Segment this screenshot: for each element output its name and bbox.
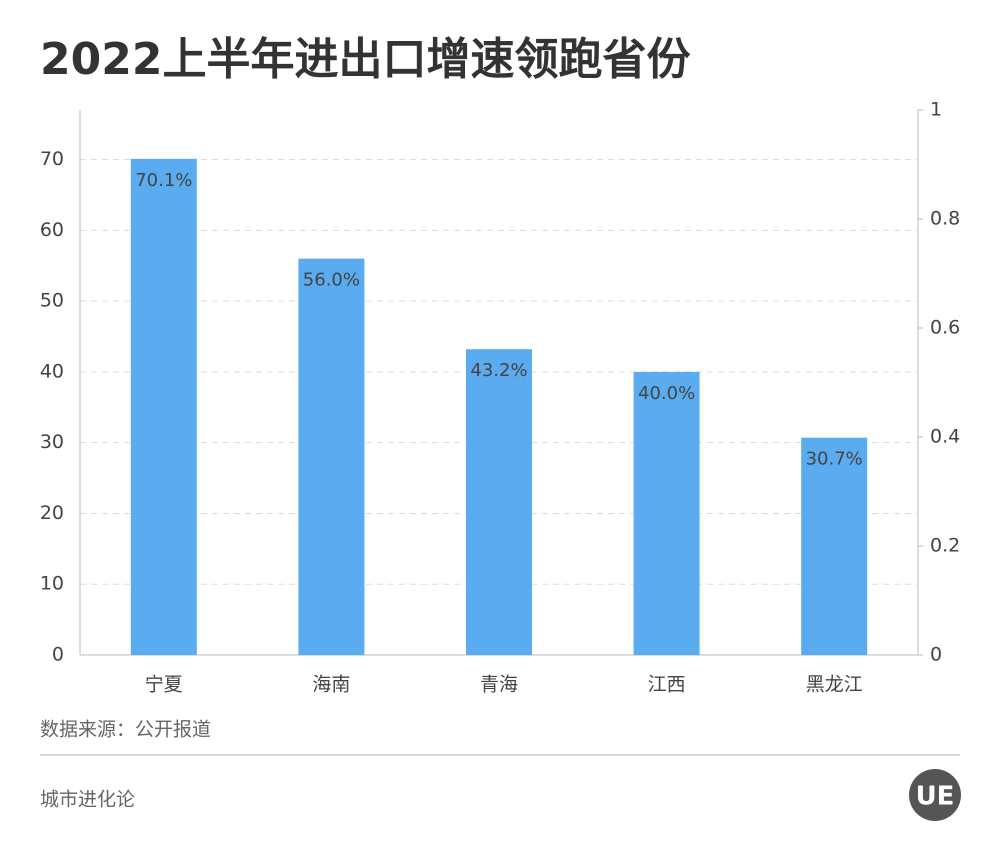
- bar: [466, 349, 532, 655]
- x-tick-label: 江西: [648, 674, 686, 696]
- data-label: 30.7%: [806, 449, 863, 470]
- bar: [801, 437, 868, 655]
- chart-title: 2022上半年进出口增速领跑省份: [40, 34, 690, 85]
- bar: [633, 371, 700, 655]
- logo: UE: [916, 782, 955, 812]
- y2-tick-label: 0.2: [930, 535, 960, 557]
- x-tick-label: 宁夏: [145, 674, 183, 696]
- y-tick-label: 30: [40, 431, 64, 453]
- y2-tick-label: 0: [930, 644, 942, 666]
- x-tick-label: 黑龙江: [806, 674, 863, 696]
- y2-tick-label: 0.8: [930, 208, 960, 230]
- bar: [130, 158, 197, 656]
- y-tick-label: 60: [40, 219, 64, 241]
- y-tick-label: 20: [40, 502, 64, 524]
- x-tick-label: 青海: [480, 674, 518, 696]
- data-label: 70.1%: [135, 170, 192, 191]
- data-label: 43.2%: [470, 360, 527, 381]
- data-label: 56.0%: [303, 270, 360, 291]
- y-tick-label: 70: [40, 148, 64, 170]
- y2-tick-label: 1: [930, 99, 942, 121]
- data-label: 40.0%: [638, 383, 695, 404]
- bar: [298, 258, 365, 655]
- logo-circle: [909, 769, 961, 821]
- source-note: 数据来源：公开报道: [40, 719, 211, 741]
- y2-tick-label: 0.6: [930, 317, 960, 339]
- y2-tick-label: 0.4: [930, 426, 960, 448]
- y-tick-label: 40: [40, 360, 64, 382]
- y-tick-label: 50: [40, 290, 64, 312]
- x-tick-label: 海南: [312, 674, 350, 696]
- y-tick-label: 10: [40, 573, 64, 595]
- brand: 城市进化论: [40, 789, 135, 811]
- y-tick-label: 0: [52, 644, 64, 666]
